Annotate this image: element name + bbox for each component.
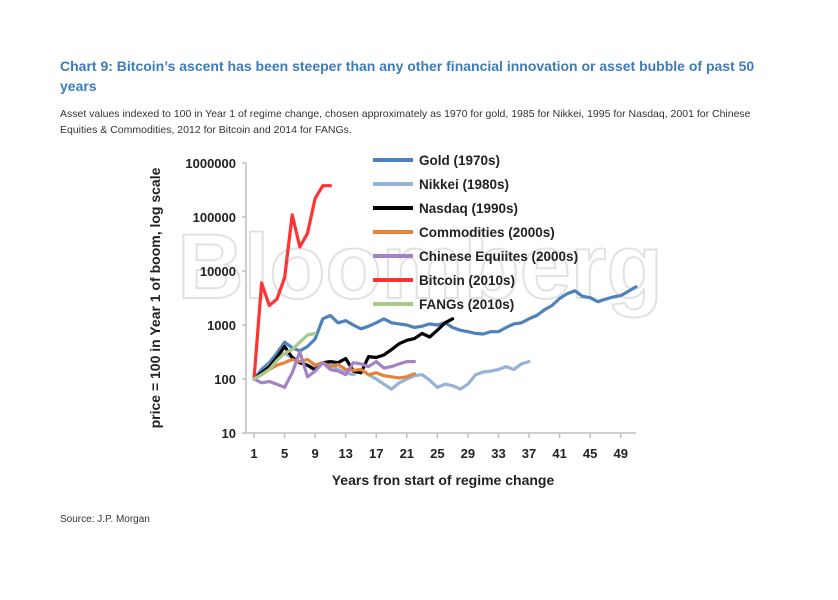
y-tick-label: 100	[214, 372, 236, 387]
watermark: Bloomberg	[177, 216, 663, 318]
legend-label-fangs-2010s: FANGs (2010s)	[419, 297, 514, 312]
chart-title: Chart 9: Bitcoin’s ascent has been steep…	[60, 58, 755, 94]
x-axis-label: Years fron start of regime change	[332, 472, 555, 488]
x-tick-label: 37	[522, 446, 536, 461]
x-tick-label: 5	[281, 446, 288, 461]
series-line-bitcoin-2010s	[252, 184, 332, 381]
chart-subtitle: Asset values indexed to 100 in Year 1 of…	[60, 108, 751, 136]
x-tick-label: 33	[491, 446, 505, 461]
x-tick-label: 1	[250, 446, 257, 461]
x-tick-label: 17	[369, 446, 383, 461]
x-tick-label: 9	[312, 446, 319, 461]
legend-label-gold-1970s: Gold (1970s)	[419, 153, 500, 168]
legend-label-bitcoin-2010s: Bitcoin (2010s)	[419, 273, 515, 288]
series-line-chinese-equiites-2000s	[252, 350, 416, 389]
x-tick-label: 21	[400, 446, 414, 461]
series-layer	[252, 184, 638, 391]
source-note: Source: J.P. Morgan	[60, 514, 150, 525]
x-tick-label: 49	[613, 446, 627, 461]
y-tick-label: 1000000	[185, 156, 236, 171]
x-tick-label: 29	[461, 446, 475, 461]
y-tick-label: 10000	[200, 264, 236, 279]
legend-label-chinese-equiites-2000s: Chinese Equiites (2000s)	[419, 249, 578, 264]
y-tick-label: 100000	[193, 210, 236, 225]
legend-label-nikkei-1980s: Nikkei (1980s)	[419, 177, 509, 192]
y-axis-label: price = 100 in Year 1 of boom, log scale	[147, 167, 163, 428]
x-tick-label: 25	[430, 446, 444, 461]
y-axis-ticks: 10 100 1000 10000 100000 1000000	[185, 156, 246, 441]
series-line-fangs-2010s	[252, 331, 317, 381]
x-tick-label: 41	[552, 446, 566, 461]
x-tick-label: 13	[338, 446, 352, 461]
x-axis-ticks: 1 5 9 13 17 21 25 29 33 37 41 45 49	[250, 433, 628, 461]
y-tick-label: 1000	[207, 318, 236, 333]
x-tick-label: 45	[583, 446, 597, 461]
legend-label-nasdaq-1990s: Nasdaq (1990s)	[419, 201, 518, 216]
plot-area: 10 100 1000 10000 100000 1000000 1 5 9 13 17 21 25 2…	[185, 156, 638, 461]
legend-label-commodities-2000s: Commodities (2000s)	[419, 225, 555, 240]
legend: Gold (1970s) Nikkei (1980s) Nasdaq (1990s)…	[373, 153, 578, 312]
series-line-commodities-2000s	[252, 357, 416, 381]
y-tick-label: 10	[222, 426, 236, 441]
